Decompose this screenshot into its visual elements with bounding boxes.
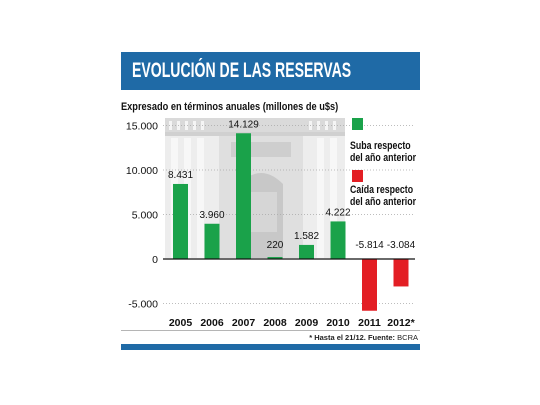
x-tick-label: 2011 [358, 317, 381, 329]
bar-decrease [362, 259, 377, 311]
bar-increase [204, 223, 220, 259]
bottom-accent-bar [121, 344, 420, 350]
bar-chart: 15.000 10.000 5.000 0 -5.000 8.431 2005 3.960 20… [126, 118, 416, 329]
legend-swatch-decrease [352, 170, 363, 182]
footer-divider [121, 330, 420, 331]
legend-label-increase-line-1: Suba respecto [350, 140, 411, 152]
x-tick-label: 2006 [200, 317, 224, 329]
bar-value-label: 220 [267, 240, 284, 251]
bar-increase [299, 244, 314, 259]
x-tick-label: 2008 [263, 317, 287, 329]
legend-label-decrease-line-2: del año anterior [350, 196, 417, 208]
y-tick-label: 5.000 [132, 210, 158, 222]
x-tick-label: 2007 [232, 317, 256, 329]
y-tick-label: 0 [152, 254, 158, 266]
bar-value-label: 14.129 [228, 119, 259, 130]
chart-title: EVOLUCIÓN DE LAS RESERVAS [132, 59, 352, 82]
bar-value-label: -5.814 [355, 240, 384, 251]
x-tick-label: 2012* [387, 317, 415, 329]
y-tick-label: 10.000 [126, 165, 158, 177]
bar-value-label: 1.582 [294, 231, 319, 242]
x-tick-label: 2009 [295, 317, 319, 329]
bar-increase [173, 183, 188, 259]
x-tick-label: 2010 [326, 317, 350, 329]
bar-increase [330, 221, 346, 259]
bar-decrease [393, 259, 409, 287]
bar-value-label: 3.960 [199, 210, 224, 221]
legend-label-increase-line-2: del año anterior [350, 152, 417, 164]
bar-increase [236, 133, 251, 259]
legend-swatch-increase [352, 118, 363, 130]
footnote-source: BCRA [397, 333, 418, 342]
bar-value-label: -3.084 [387, 240, 416, 251]
bar-value-label: 4.222 [325, 207, 350, 218]
y-tick-label: -5.000 [128, 299, 158, 311]
chart-subtitle: Expresado en términos anuales (millones … [121, 101, 339, 113]
bar-increase [267, 257, 283, 259]
y-tick-label: 15.000 [126, 121, 158, 133]
title-banner: EVOLUCIÓN DE LAS RESERVAS [121, 52, 420, 90]
x-tick-label: 2005 [169, 317, 193, 329]
bar-value-label: 8.431 [168, 170, 193, 181]
legend-label-decrease-line-1: Caída respecto [350, 184, 414, 196]
footnote-note: * Hasta el 21/12. Fuente: [309, 333, 396, 342]
footnote: * Hasta el 21/12. Fuente: BCRA [121, 333, 418, 342]
